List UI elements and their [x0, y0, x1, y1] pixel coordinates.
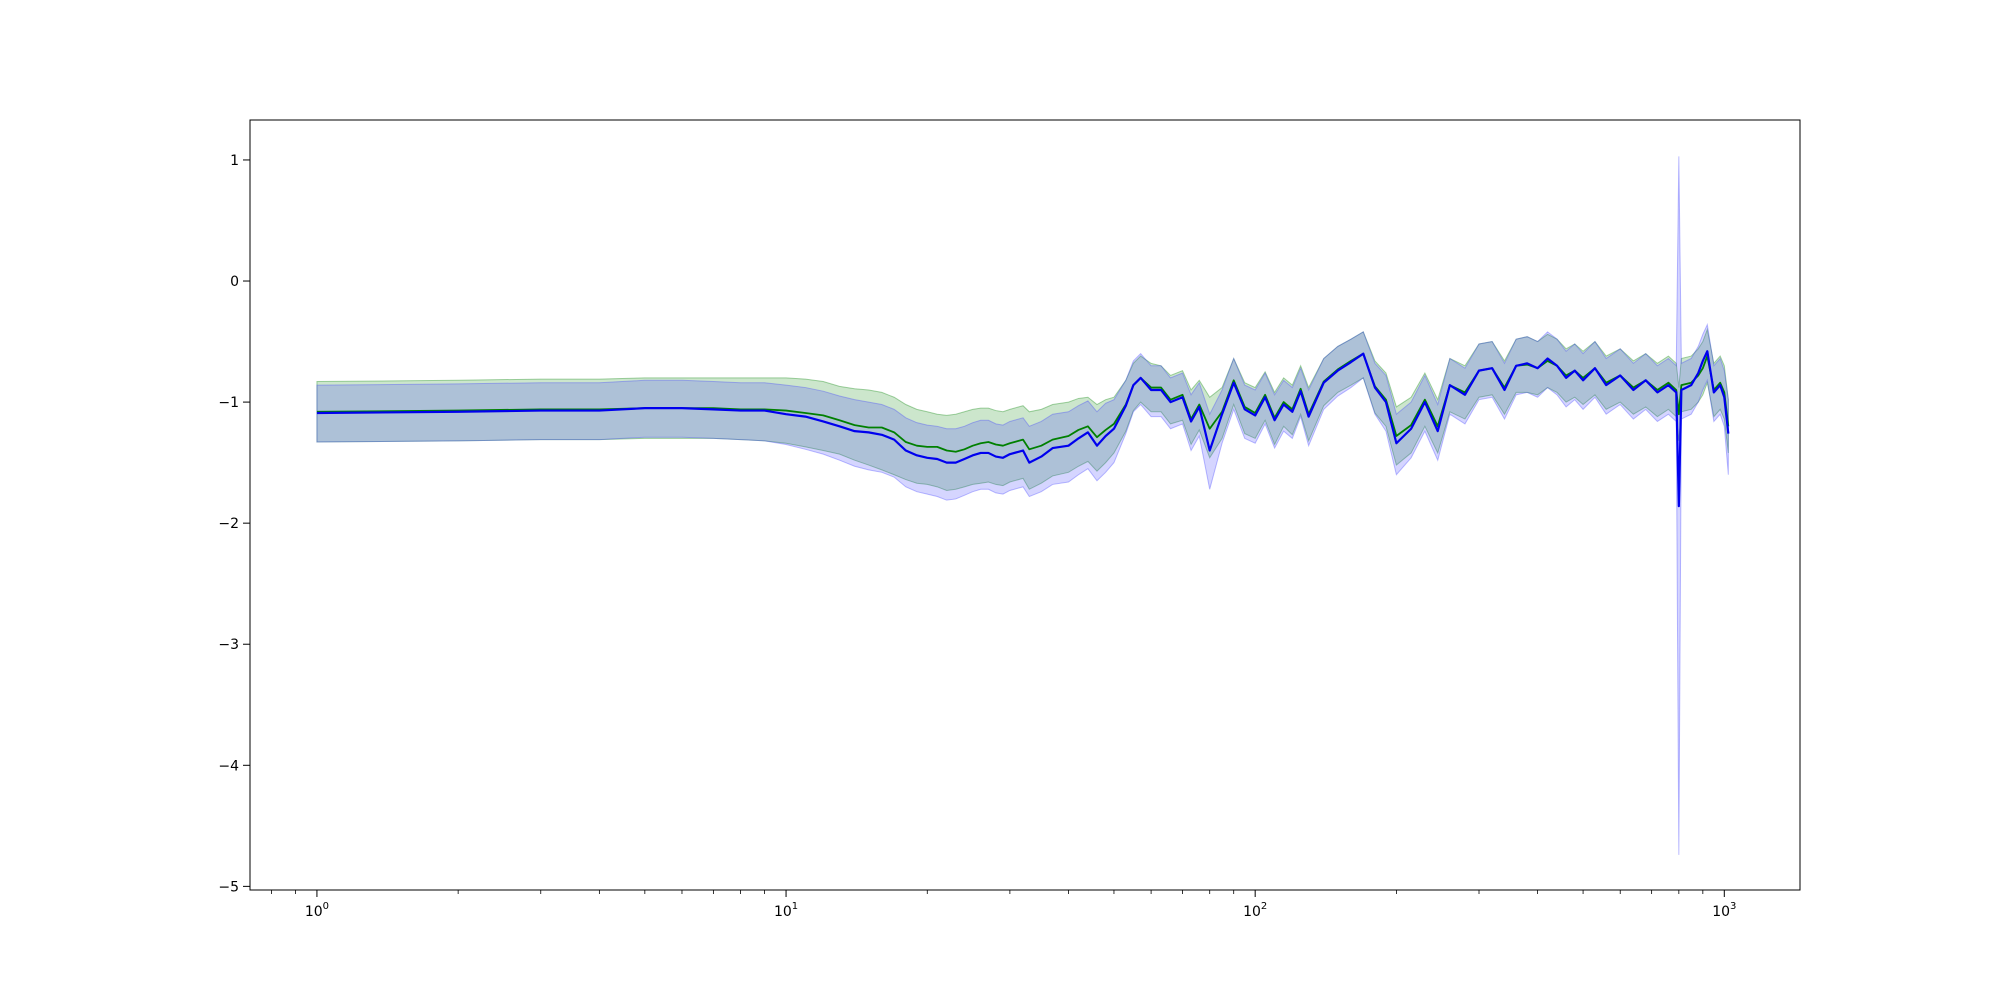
y-tick-label: −2 [218, 516, 239, 532]
series-1-line [316, 350, 1730, 508]
x-tick-label: 103 [1712, 901, 1736, 920]
y-tick-label: 1 [230, 153, 239, 169]
x-tick-exponent: 1 [792, 901, 798, 912]
x-tick-exponent: 3 [1730, 901, 1736, 912]
x-tick-exponent: 0 [323, 901, 329, 912]
x-tick-base: 10 [1243, 904, 1261, 920]
series-1-band [316, 156, 1729, 855]
x-tick-base: 10 [305, 904, 323, 920]
y-tick-label: −5 [218, 879, 239, 895]
x-tick-label: 102 [1243, 901, 1267, 920]
y-axis: 1 0 −1 −2 −3 −4 −5 [218, 153, 250, 895]
x-tick-base: 10 [1712, 904, 1730, 920]
x-axis: 100 101 102 103 [271, 890, 1736, 920]
x-tick-base: 10 [774, 904, 792, 920]
confidence-bands [316, 156, 1729, 855]
y-tick-label: −4 [218, 758, 239, 774]
y-tick-label: −3 [218, 637, 239, 653]
y-tick-label: 0 [230, 274, 239, 290]
x-tick-exponent: 2 [1261, 901, 1267, 912]
series-lines [316, 350, 1730, 508]
plot-frame [249, 119, 1801, 891]
y-tick-label: −1 [218, 395, 239, 411]
x-tick-label: 100 [305, 901, 329, 920]
x-tick-label: 101 [774, 901, 798, 920]
series-0-band [316, 327, 1729, 491]
